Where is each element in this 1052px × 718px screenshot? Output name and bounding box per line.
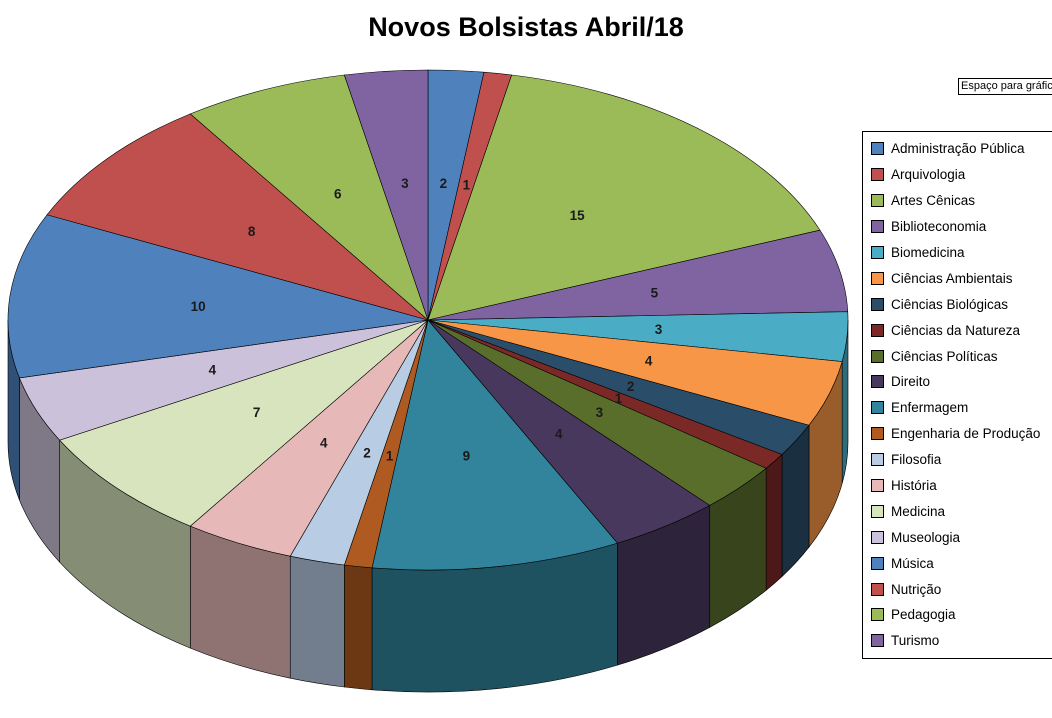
pie-slice[interactable] [59, 319, 429, 527]
legend-swatch [871, 168, 884, 182]
legend-swatch [871, 556, 884, 570]
legend-item[interactable]: Artes Cênicas [871, 190, 1052, 212]
legend-swatch [871, 504, 884, 518]
legend-swatch [871, 427, 884, 441]
legend-item[interactable]: Museologia [871, 526, 1052, 548]
data-label: 3 [401, 176, 409, 191]
legend-label: Ciências Ambientais [891, 270, 1013, 286]
legend-label: Medicina [891, 503, 946, 519]
legend-label: Ciências Políticas [891, 348, 998, 364]
placeholder-textbox[interactable]: Espaço para gráfic [958, 78, 1052, 95]
legend-label: Pedagogia [891, 607, 956, 623]
pie-slice-wall[interactable] [289, 555, 345, 688]
legend-item[interactable]: Arquivologia [871, 164, 1052, 186]
legend-swatch [871, 634, 884, 648]
legend-swatch [871, 220, 884, 234]
legend-item[interactable]: Música [871, 552, 1052, 574]
chart-legend: Administração Pública Arquivologia Artes C… [862, 131, 1052, 659]
data-label: 10 [191, 299, 206, 314]
legend-swatch [871, 530, 884, 544]
pie-slice[interactable] [7, 214, 429, 379]
legend-label: Filosofia [891, 452, 942, 468]
legend-swatch [871, 246, 884, 259]
legend-label: Engenharia de Produção [891, 426, 1041, 442]
pie-slice[interactable] [189, 74, 429, 321]
data-label: 8 [248, 224, 256, 239]
legend-item[interactable]: Engenharia de Produção [871, 423, 1052, 445]
legend-item[interactable]: História [871, 475, 1052, 497]
legend-label: Administração Pública [891, 141, 1025, 157]
legend-swatch [871, 271, 884, 285]
legend-item[interactable]: Filosofia [871, 449, 1052, 471]
data-label: 4 [209, 362, 217, 377]
data-label: 1 [386, 449, 394, 464]
legend-swatch [871, 297, 884, 311]
legend-label: Nutrição [891, 581, 942, 597]
data-label: 1 [463, 177, 471, 192]
legend-label: Artes Cênicas [891, 193, 976, 209]
legend-swatch [871, 323, 884, 337]
legend-label: Direito [891, 374, 931, 390]
data-label: 9 [463, 449, 471, 464]
pie-slice-wall[interactable] [344, 564, 373, 691]
legend-item[interactable]: Ciências Políticas [871, 345, 1052, 367]
legend-item[interactable]: Enfermagem [871, 397, 1052, 419]
legend-item[interactable]: Direito [871, 371, 1052, 393]
data-label: 2 [627, 379, 635, 394]
legend-item[interactable]: Nutrição [871, 578, 1052, 600]
legend-label: Ciências Biológicas [891, 296, 1009, 312]
data-label: 4 [645, 354, 653, 369]
legend-swatch [871, 349, 884, 363]
data-label: 3 [655, 322, 663, 337]
legend-item[interactable]: Ciências da Natureza [871, 319, 1052, 341]
legend-swatch [871, 142, 884, 156]
legend-item[interactable]: Medicina [871, 500, 1052, 522]
legend-label: Turismo [891, 633, 940, 649]
pie-slice[interactable] [427, 229, 849, 321]
legend-label: Música [891, 555, 934, 571]
legend-item[interactable]: Administração Pública [871, 138, 1052, 160]
data-label: 5 [651, 286, 659, 301]
data-label: 1 [615, 391, 623, 406]
legend-label: História [891, 478, 937, 494]
legend-item[interactable]: Ciências Ambientais [871, 267, 1052, 289]
legend-item[interactable]: Turismo [871, 630, 1052, 652]
legend-swatch [871, 194, 884, 208]
pie-slice[interactable] [427, 74, 821, 321]
legend-swatch [871, 453, 884, 467]
data-label: 3 [596, 405, 604, 420]
pie-slice[interactable] [46, 113, 429, 321]
pie-slice[interactable] [343, 69, 429, 321]
legend-label: Biblioteconomia [891, 219, 987, 235]
data-label: 2 [440, 176, 448, 191]
legend-swatch [871, 479, 884, 493]
pie-slice[interactable] [371, 319, 618, 571]
legend-label: Arquivologia [891, 167, 966, 183]
legend-label: Biomedicina [891, 245, 965, 260]
chart-title: Novos Bolsistas Abril/18 [368, 12, 684, 42]
legend-label: Museologia [891, 529, 961, 545]
pie-slice-wall[interactable] [765, 453, 783, 591]
legend-label: Enfermagem [891, 400, 969, 416]
legend-swatch [871, 608, 884, 622]
legend-swatch [871, 401, 884, 415]
data-label: 4 [320, 436, 328, 451]
legend-item[interactable]: Biomedicina [871, 242, 1052, 264]
data-label: 15 [570, 208, 586, 223]
legend-item[interactable]: Ciências Biológicas [871, 293, 1052, 315]
data-label: 2 [363, 446, 371, 461]
legend-swatch [871, 375, 884, 389]
legend-swatch [871, 582, 884, 596]
data-label: 4 [555, 426, 563, 441]
legend-label: Ciências da Natureza [891, 322, 1021, 338]
data-label: 7 [253, 405, 261, 420]
legend-item[interactable]: Biblioteconomia [871, 216, 1052, 238]
data-label: 6 [334, 186, 342, 201]
legend-item[interactable]: Pedagogia [871, 604, 1052, 626]
